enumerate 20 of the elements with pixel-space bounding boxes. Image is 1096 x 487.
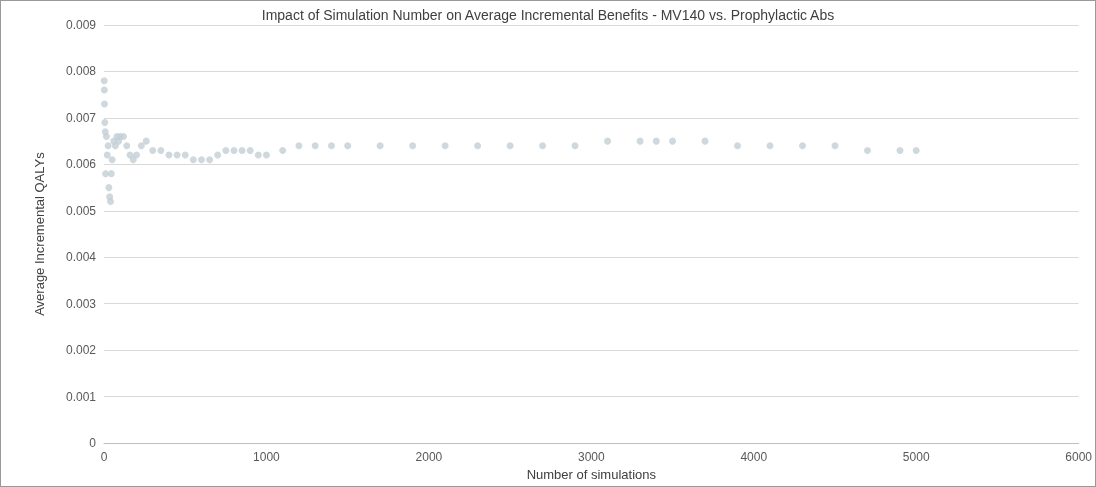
y-tick-label: 0.004: [65, 250, 97, 265]
y-axis-title: Average Incremental QALYs: [32, 151, 47, 316]
y-tick-label: 0.003: [65, 296, 97, 311]
x-axis-title: Number of simulations: [526, 467, 657, 482]
y-tick-label: 0.008: [65, 64, 97, 79]
x-tick-label: 3000: [577, 450, 605, 465]
y-tick-label: 0.007: [65, 110, 97, 125]
y-tick-label: 0.002: [65, 343, 97, 358]
x-tick-label: 0: [100, 450, 108, 465]
x-tick-label: 5000: [902, 450, 930, 465]
x-tick-label: 2000: [415, 450, 443, 465]
x-tick-label: 6000: [1065, 450, 1093, 465]
chart-title: Impact of Simulation Number on Average Incremental Benefits - MV140 vs. Prophylactic Abs: [261, 7, 835, 23]
y-tick-label: 0.009: [65, 18, 97, 32]
y-tick-label: 0.006: [65, 157, 97, 172]
x-tick-label: 1000: [253, 450, 281, 465]
x-tick-label: 4000: [740, 450, 768, 465]
y-tick-label: 0: [89, 436, 97, 451]
y-tick-label: 0.005: [65, 203, 97, 218]
y-tick-label: 0.001: [65, 389, 97, 404]
